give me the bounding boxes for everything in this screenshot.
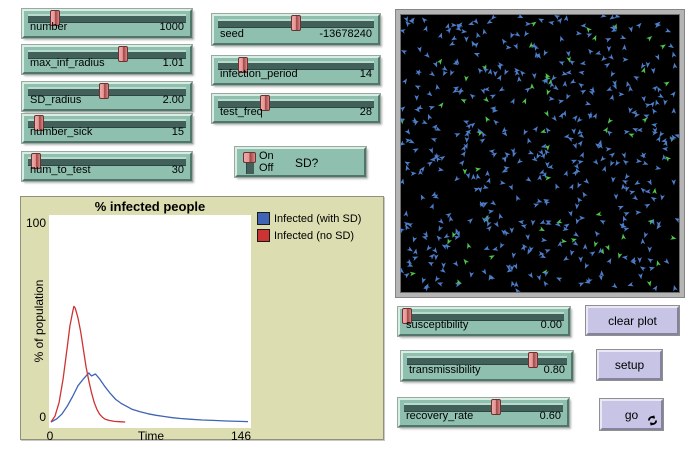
slider-number-track[interactable] — [28, 10, 186, 26]
slider-susceptibility-value: 0.00 — [540, 319, 562, 331]
slider-number-sick-value: 15 — [171, 126, 184, 138]
slider-test-freq-label: test_freq — [220, 106, 263, 118]
slider-transmissibility-value: 0.80 — [543, 364, 565, 376]
switch-off-label: Off — [259, 162, 274, 174]
plot-area — [49, 215, 251, 428]
slider-transmissibility: transmissibility 0.80 — [401, 351, 573, 381]
slider-num-to-test-value: 30 — [171, 164, 184, 176]
clear-plot-button-label: clear plot — [608, 313, 657, 328]
slider-sd-radius-label: SD_radius — [30, 94, 82, 106]
slider-number-sick-handle[interactable] — [34, 115, 45, 131]
slider-infection-period-track[interactable] — [218, 57, 374, 73]
switch-sd-name: SD? — [295, 156, 319, 170]
slider-recovery-rate-handle[interactable] — [491, 399, 502, 415]
world-view — [395, 9, 685, 298]
slider-number-label: number — [30, 21, 68, 33]
slider-num-to-test-track[interactable] — [28, 153, 186, 169]
legend-swatch-red — [257, 229, 270, 242]
slider-susceptibility-handle[interactable] — [402, 308, 413, 324]
slider-infection-period-label: infection_period — [220, 68, 298, 80]
plot-curves — [50, 305, 249, 423]
plot-legend: Infected (with SD) Infected (no SD) — [257, 210, 361, 244]
slider-transmissibility-label: transmissibility — [409, 364, 481, 376]
slider-susceptibility-label: susceptibility — [406, 319, 469, 331]
x-axis-label: Time — [137, 429, 165, 443]
slider-infection-period: infection_period 14 — [212, 56, 380, 85]
slider-max-inf-radius-value: 1.01 — [162, 57, 184, 69]
slider-num-to-test-handle[interactable] — [30, 153, 41, 169]
slider-max-inf-radius-handle[interactable] — [117, 46, 128, 62]
slider-seed-handle[interactable] — [291, 15, 301, 31]
switch-on-label: On — [259, 150, 274, 162]
slider-seed-label: seed — [220, 28, 244, 40]
legend-item-no-sd: Infected (no SD) — [257, 227, 361, 244]
turtles-canvas — [400, 14, 679, 292]
slider-max-inf-radius-label: max_inf_radius — [30, 57, 105, 69]
slider-max-inf-radius-track[interactable] — [28, 46, 186, 62]
switch-sd-track[interactable] — [246, 154, 254, 174]
legend-label-with-sd: Infected (with SD) — [274, 212, 362, 225]
slider-number-value: 1000 — [159, 21, 184, 33]
slider-test-freq-track[interactable] — [218, 95, 374, 111]
setup-button-label: setup — [614, 358, 645, 372]
plot-infected-people: % infected people 100 0 % of population … — [20, 196, 384, 443]
x-tick-min: 0 — [46, 429, 54, 443]
slider-seed: seed -13678240 — [212, 14, 380, 45]
y-tick-min: 0 — [39, 410, 46, 424]
plot-title: % infected people — [94, 199, 206, 214]
slider-sd-radius-track[interactable] — [28, 83, 186, 99]
slider-seed-value: -13678240 — [319, 28, 372, 40]
switch-sd-knob[interactable] — [243, 152, 256, 163]
forever-icon — [647, 415, 658, 426]
slider-recovery-rate-label: recovery_rate — [406, 410, 474, 422]
slider-seed-track[interactable] — [218, 15, 374, 31]
slider-number-sick-track[interactable] — [28, 115, 186, 131]
slider-number-handle[interactable] — [49, 10, 60, 26]
legend-item-with-sd: Infected (with SD) — [257, 210, 361, 227]
slider-sd-radius-value: 2.00 — [162, 94, 184, 106]
slider-num-to-test-label: num_to_test — [30, 164, 91, 176]
slider-sd-radius: SD_radius 2.00 — [22, 82, 192, 111]
slider-recovery-rate: recovery_rate 0.60 — [398, 398, 569, 427]
slider-test-freq-value: 28 — [359, 106, 372, 118]
slider-susceptibility-track[interactable] — [402, 308, 564, 324]
slider-sd-radius-handle[interactable] — [98, 83, 109, 99]
slider-recovery-rate-track[interactable] — [404, 399, 563, 415]
slider-transmissibility-handle[interactable] — [528, 352, 539, 368]
slider-number-sick-label: number_sick — [30, 126, 93, 138]
slider-number-sick: number_sick 15 — [22, 114, 192, 143]
legend-swatch-blue — [257, 212, 270, 225]
setup-button[interactable]: setup — [597, 350, 662, 380]
x-tick-max: 146 — [230, 429, 251, 443]
slider-infection-period-value: 14 — [359, 68, 372, 80]
slider-test-freq-handle[interactable] — [259, 95, 270, 111]
slider-transmissibility-track[interactable] — [407, 352, 567, 368]
clear-plot-button[interactable]: clear plot — [586, 306, 679, 335]
go-button[interactable]: go — [600, 399, 663, 430]
switch-sd: On Off SD? — [235, 147, 366, 177]
slider-max-inf-radius: max_inf_radius 1.01 — [22, 45, 192, 74]
slider-number: number 1000 — [22, 9, 192, 38]
slider-infection-period-handle[interactable] — [237, 57, 248, 73]
slider-recovery-rate-value: 0.60 — [539, 410, 561, 422]
go-button-label: go — [624, 407, 639, 422]
y-tick-max: 100 — [25, 216, 46, 230]
legend-label-no-sd: Infected (no SD) — [274, 229, 355, 242]
slider-susceptibility: susceptibility 0.00 — [398, 307, 570, 336]
slider-num-to-test: num_to_test 30 — [22, 152, 192, 181]
y-axis-label: % of population — [32, 279, 46, 363]
slider-test-freq: test_freq 28 — [212, 94, 380, 123]
